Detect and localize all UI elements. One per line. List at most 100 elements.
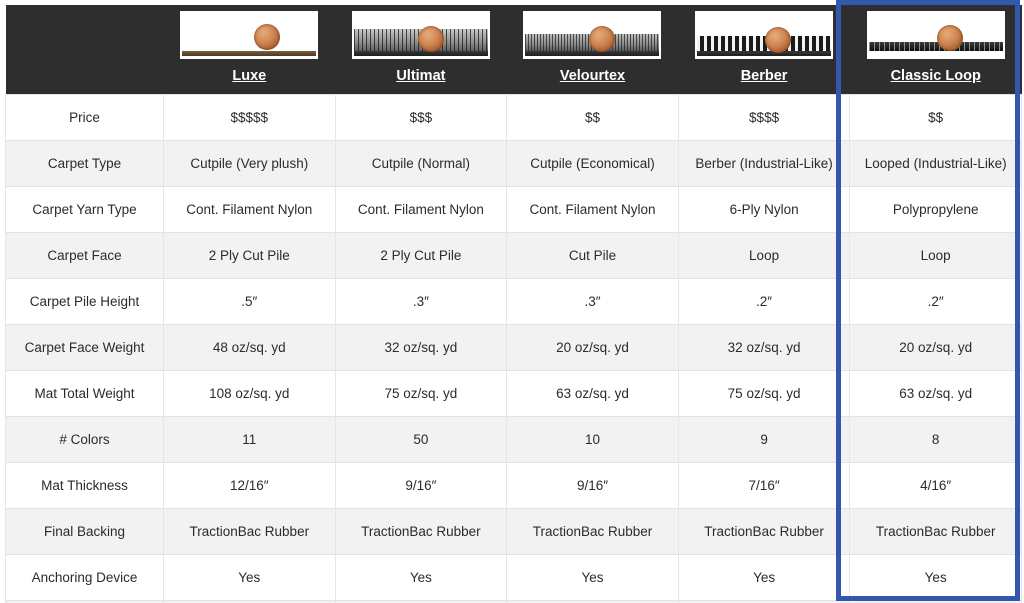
table-cell: Cutpile (Normal) bbox=[334, 140, 508, 187]
table-cell: 2 Years bbox=[849, 600, 1022, 603]
table-cell: Cutpile (Very plush) bbox=[163, 140, 336, 187]
table-cell: Polypropylene bbox=[849, 186, 1022, 233]
table-cell: 32 oz/sq. yd bbox=[677, 324, 851, 371]
table-cell: 2 Ply Cut Pile bbox=[163, 232, 336, 279]
carpet-cross-section-ultimat-icon bbox=[353, 14, 488, 56]
row-label: Carpet Pile Height bbox=[5, 278, 164, 325]
table-cell: Yes bbox=[163, 554, 336, 601]
carpet-fiber-layer bbox=[182, 21, 316, 51]
product-thumbnail-luxe bbox=[180, 11, 319, 59]
table-cell: 4/16″ bbox=[849, 462, 1022, 509]
row-label: Carpet Face bbox=[5, 232, 164, 279]
table-cell: $$ bbox=[506, 94, 679, 141]
table-cell: Cutpile (Economical) bbox=[506, 140, 679, 187]
table-cell: 11 bbox=[163, 416, 336, 463]
carpet-cross-section-luxe-icon bbox=[182, 14, 317, 56]
product-thumbnail-velourtex bbox=[523, 11, 662, 59]
header-corner-cell bbox=[5, 5, 164, 95]
table-cell: Yes bbox=[506, 554, 679, 601]
product-comparison-table: Luxe Ultimat bbox=[5, 5, 1022, 603]
penny-icon bbox=[589, 26, 616, 52]
table-header: Luxe Ultimat bbox=[5, 5, 1022, 95]
table-cell: 7/16″ bbox=[677, 462, 851, 509]
product-name-label: Luxe bbox=[232, 68, 267, 84]
table-cell: $$$ bbox=[334, 94, 508, 141]
table-cell: $$$$$ bbox=[163, 94, 336, 141]
table-cell: Loop bbox=[677, 232, 851, 279]
carpet-cross-section-velourtex-icon bbox=[525, 14, 660, 56]
product-header-velourtex[interactable]: Velourtex bbox=[506, 5, 679, 95]
table-cell: TractionBac Rubber bbox=[163, 508, 336, 555]
table-cell: TractionBac Rubber bbox=[334, 508, 508, 555]
table-cell: Cut Pile bbox=[506, 232, 679, 279]
row-label: # Colors bbox=[5, 416, 164, 463]
table-cell: $$ bbox=[849, 94, 1022, 141]
carpet-backing-layer bbox=[697, 51, 832, 56]
row-label: Carpet Type bbox=[5, 140, 164, 187]
table-row: # Colors 11 50 10 9 8 bbox=[5, 416, 1022, 463]
penny-icon bbox=[254, 24, 281, 50]
table-cell: .2″ bbox=[849, 278, 1022, 325]
table-row: Carpet Face Weight 48 oz/sq. yd 32 oz/sq. … bbox=[5, 324, 1022, 371]
header-row: Luxe Ultimat bbox=[5, 5, 1022, 95]
table-row: Carpet Face 2 Ply Cut Pile 2 Ply Cut Pile C… bbox=[5, 232, 1022, 279]
product-name-label: Berber bbox=[740, 68, 788, 84]
table-row: Carpet Type Cutpile (Very plush) Cutpile (… bbox=[5, 140, 1022, 187]
table-cell: 48 oz/sq. yd bbox=[163, 324, 336, 371]
penny-icon bbox=[417, 26, 444, 52]
table-cell: 9/16″ bbox=[334, 462, 508, 509]
table-cell: 50 bbox=[334, 416, 508, 463]
table-cell: 12/16″ bbox=[163, 462, 336, 509]
table-cell: 75 oz/sq. yd bbox=[677, 370, 851, 417]
table-row: Mat Thickness 12/16″ 9/16″ 9/16″ 7/16″ 4/16″ bbox=[5, 462, 1022, 509]
table-cell: 9 bbox=[677, 416, 851, 463]
row-label: Mat Total Weight bbox=[5, 370, 164, 417]
table-row: WarrantyLifetime5 Years3 Years5 Years2 Y… bbox=[5, 600, 1022, 603]
table-row: Price $$$$$ $$$ $$ $$$$ $$ bbox=[5, 94, 1022, 141]
table-cell: .2″ bbox=[677, 278, 851, 325]
table-body: Price $$$$$ $$$ $$ $$$$ $$ Carpet Type Cutpile … bbox=[5, 94, 1022, 603]
table-cell: 20 oz/sq. yd bbox=[849, 324, 1022, 371]
product-name-label: Classic Loop bbox=[890, 68, 981, 84]
table-cell: 10 bbox=[506, 416, 679, 463]
product-header-classic-loop[interactable]: Classic Loop bbox=[849, 5, 1022, 95]
penny-icon bbox=[936, 25, 963, 51]
table-row: Carpet Pile Height .5″ .3″ .3″ .2″ .2″ bbox=[5, 278, 1022, 325]
row-label: Carpet Face Weight bbox=[5, 324, 164, 371]
table-cell: 32 oz/sq. yd bbox=[334, 324, 508, 371]
carpet-backing-layer bbox=[525, 51, 660, 56]
table-cell: 6-Ply Nylon bbox=[677, 186, 851, 233]
product-thumbnail-classic-loop bbox=[866, 11, 1005, 59]
table-cell: Yes bbox=[677, 554, 851, 601]
table-row: Final Backing TractionBac Rubber TractionB… bbox=[5, 508, 1022, 555]
table-cell: Yes bbox=[849, 554, 1022, 601]
table-cell: Cont. Filament Nylon bbox=[163, 186, 336, 233]
table-cell: 75 oz/sq. yd bbox=[334, 370, 508, 417]
carpet-fiber-layer bbox=[697, 36, 832, 51]
row-label: Warranty bbox=[5, 600, 164, 603]
table-cell: TractionBac Rubber bbox=[849, 508, 1022, 555]
table-cell: .3″ bbox=[506, 278, 679, 325]
penny-icon bbox=[764, 27, 791, 53]
product-name-label: Ultimat bbox=[396, 68, 446, 84]
table-cell: 3 Years bbox=[506, 600, 679, 603]
product-thumbnail-ultimat bbox=[351, 11, 490, 59]
carpet-cross-section-classic-icon bbox=[868, 14, 1003, 56]
table-cell: Loop bbox=[849, 232, 1022, 279]
product-header-ultimat[interactable]: Ultimat bbox=[335, 5, 507, 95]
table-cell: Yes bbox=[334, 554, 508, 601]
product-header-berber[interactable]: Berber bbox=[678, 5, 850, 95]
table-row: Anchoring Device Yes Yes Yes Yes Yes bbox=[5, 554, 1022, 601]
table-cell: TractionBac Rubber bbox=[677, 508, 851, 555]
table-row: Mat Total Weight 108 oz/sq. yd 75 oz/sq. y… bbox=[5, 370, 1022, 417]
product-name-label: Velourtex bbox=[559, 68, 626, 84]
table-cell: 9/16″ bbox=[506, 462, 679, 509]
product-thumbnail-berber bbox=[695, 11, 834, 59]
table-cell: .5″ bbox=[163, 278, 336, 325]
product-header-luxe[interactable]: Luxe bbox=[163, 5, 336, 95]
table-cell: $$$$ bbox=[677, 94, 851, 141]
carpet-backing-layer bbox=[353, 51, 488, 56]
row-label: Carpet Yarn Type bbox=[5, 186, 164, 233]
table-cell: Cont. Filament Nylon bbox=[506, 186, 679, 233]
